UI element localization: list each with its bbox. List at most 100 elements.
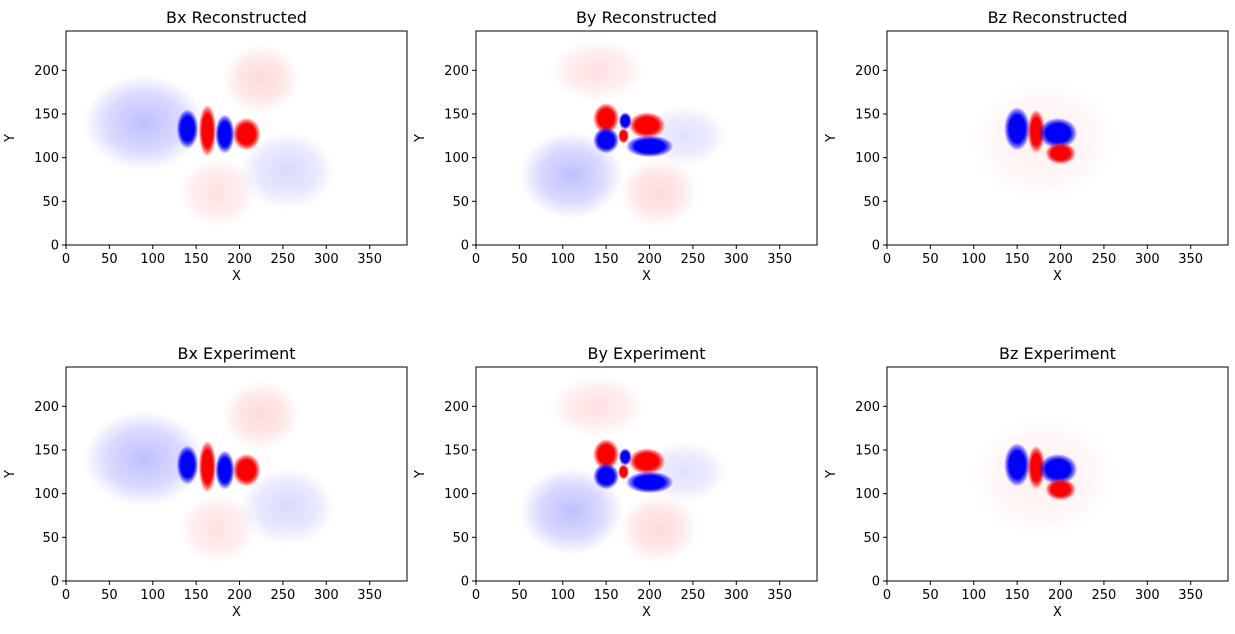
x-tick-label: 250 <box>1092 588 1117 603</box>
chart-title: By Reconstructed <box>576 8 717 27</box>
positive-core-lobe <box>198 104 217 157</box>
field-image <box>83 380 335 564</box>
x-tick-label: 250 <box>1092 252 1117 267</box>
x-tick-label: 150 <box>1005 252 1030 267</box>
positive-halo-lobe <box>178 157 257 228</box>
y-axis-label: Y <box>413 134 428 143</box>
y-tick-label: 200 <box>855 400 880 415</box>
y-tick-label: 0 <box>51 239 59 254</box>
negative-halo-lobe <box>83 410 205 507</box>
positive-core-lobe <box>618 128 629 144</box>
negative-core-lobe <box>215 450 235 490</box>
chart-title: Bx Experiment <box>178 344 296 363</box>
x-tick-label: 300 <box>724 588 749 603</box>
chart-title: By Experiment <box>588 344 706 363</box>
y-tick-label: 50 <box>452 195 469 210</box>
x-tick-label: 200 <box>637 252 662 267</box>
x-tick-label: 350 <box>357 588 382 603</box>
negative-core-lobe <box>1038 453 1078 485</box>
field-image <box>969 79 1117 202</box>
x-tick-label: 150 <box>184 588 209 603</box>
x-axis-label: X <box>1053 269 1062 284</box>
positive-halo-lobe <box>619 157 698 228</box>
y-tick-label: 0 <box>461 575 469 590</box>
x-tick-label: 150 <box>594 588 619 603</box>
y-tick-label: 150 <box>855 443 880 458</box>
x-tick-label: 300 <box>1135 252 1160 267</box>
chart-title: Bx Reconstructed <box>166 8 307 27</box>
panel-6: 0 50 100 150 200 250 300 350 0 50 100 150 200 Bz Expe… <box>824 344 1229 620</box>
x-tick-label: 100 <box>961 252 986 267</box>
x-tick-label: 350 <box>357 252 382 267</box>
y-axis-label: Y <box>3 134 18 143</box>
positive-core-lobe <box>1027 445 1045 490</box>
x-tick-label: 300 <box>314 252 339 267</box>
x-tick-label: 50 <box>511 252 528 267</box>
y-tick-label: 200 <box>444 400 469 415</box>
y-tick-label: 100 <box>855 487 880 502</box>
y-tick-label: 100 <box>444 487 469 502</box>
panel-3: 0 50 100 150 200 250 300 350 0 50 100 150 200 Bz Reco… <box>824 8 1229 284</box>
negative-core-lobe <box>176 109 199 149</box>
y-tick-label: 150 <box>34 107 59 122</box>
x-tick-label: 350 <box>1178 252 1203 267</box>
x-tick-label: 250 <box>271 588 296 603</box>
panel-2: 0 50 100 150 200 250 300 350 0 50 100 150 200 By Reco… <box>413 8 818 284</box>
x-tick-label: 300 <box>724 252 749 267</box>
negative-core-lobe <box>1004 442 1031 487</box>
panel-5: 0 50 100 150 200 250 300 350 0 50 100 150 200 By Expe… <box>413 344 818 620</box>
y-tick-label: 200 <box>444 64 469 79</box>
x-tick-label: 100 <box>550 588 575 603</box>
y-tick-label: 0 <box>461 239 469 254</box>
axes-frame <box>886 366 1229 582</box>
positive-core-lobe <box>1027 109 1045 154</box>
x-tick-label: 100 <box>140 252 165 267</box>
negative-core-lobe <box>1038 117 1078 149</box>
axes-frame <box>475 366 818 582</box>
x-tick-label: 0 <box>62 588 70 603</box>
x-tick-label: 200 <box>227 588 252 603</box>
x-tick-label: 150 <box>184 252 209 267</box>
field-image <box>83 44 335 228</box>
y-tick-label: 0 <box>51 575 59 590</box>
x-axis-label: X <box>1053 605 1062 620</box>
y-tick-label: 50 <box>452 531 469 546</box>
y-tick-label: 150 <box>855 107 880 122</box>
x-tick-label: 50 <box>511 588 528 603</box>
positive-core-lobe <box>593 103 620 134</box>
x-tick-label: 50 <box>101 588 118 603</box>
field-image <box>969 415 1117 538</box>
negative-core-lobe <box>593 127 620 154</box>
x-tick-label: 200 <box>1048 252 1073 267</box>
positive-core-lobe <box>618 464 629 480</box>
y-tick-label: 100 <box>444 151 469 166</box>
x-tick-label: 0 <box>62 252 70 267</box>
field-image <box>519 39 728 228</box>
y-tick-label: 150 <box>34 443 59 458</box>
x-tick-label: 200 <box>1048 588 1073 603</box>
positive-core-lobe <box>1045 478 1076 501</box>
positive-halo-lobe <box>222 44 301 114</box>
y-tick-label: 150 <box>444 107 469 122</box>
y-tick-label: 200 <box>34 400 59 415</box>
axes-frame <box>65 366 408 582</box>
y-axis-label: Y <box>413 470 428 479</box>
chart-title: Bz Experiment <box>999 344 1116 363</box>
y-tick-label: 200 <box>855 64 880 79</box>
field-image <box>519 375 728 564</box>
y-tick-label: 50 <box>863 195 880 210</box>
x-tick-label: 200 <box>227 252 252 267</box>
x-axis-label: X <box>642 269 651 284</box>
x-tick-label: 50 <box>101 252 118 267</box>
x-axis-label: X <box>232 269 241 284</box>
negative-halo-lobe <box>519 467 624 555</box>
x-tick-label: 200 <box>637 588 662 603</box>
positive-core-lobe <box>232 117 261 151</box>
y-axis-label: Y <box>824 134 839 143</box>
x-tick-label: 0 <box>883 588 891 603</box>
negative-core-lobe <box>625 471 674 494</box>
y-tick-label: 100 <box>34 487 59 502</box>
x-tick-label: 150 <box>1005 588 1030 603</box>
x-tick-label: 100 <box>140 588 165 603</box>
x-tick-label: 50 <box>922 252 939 267</box>
